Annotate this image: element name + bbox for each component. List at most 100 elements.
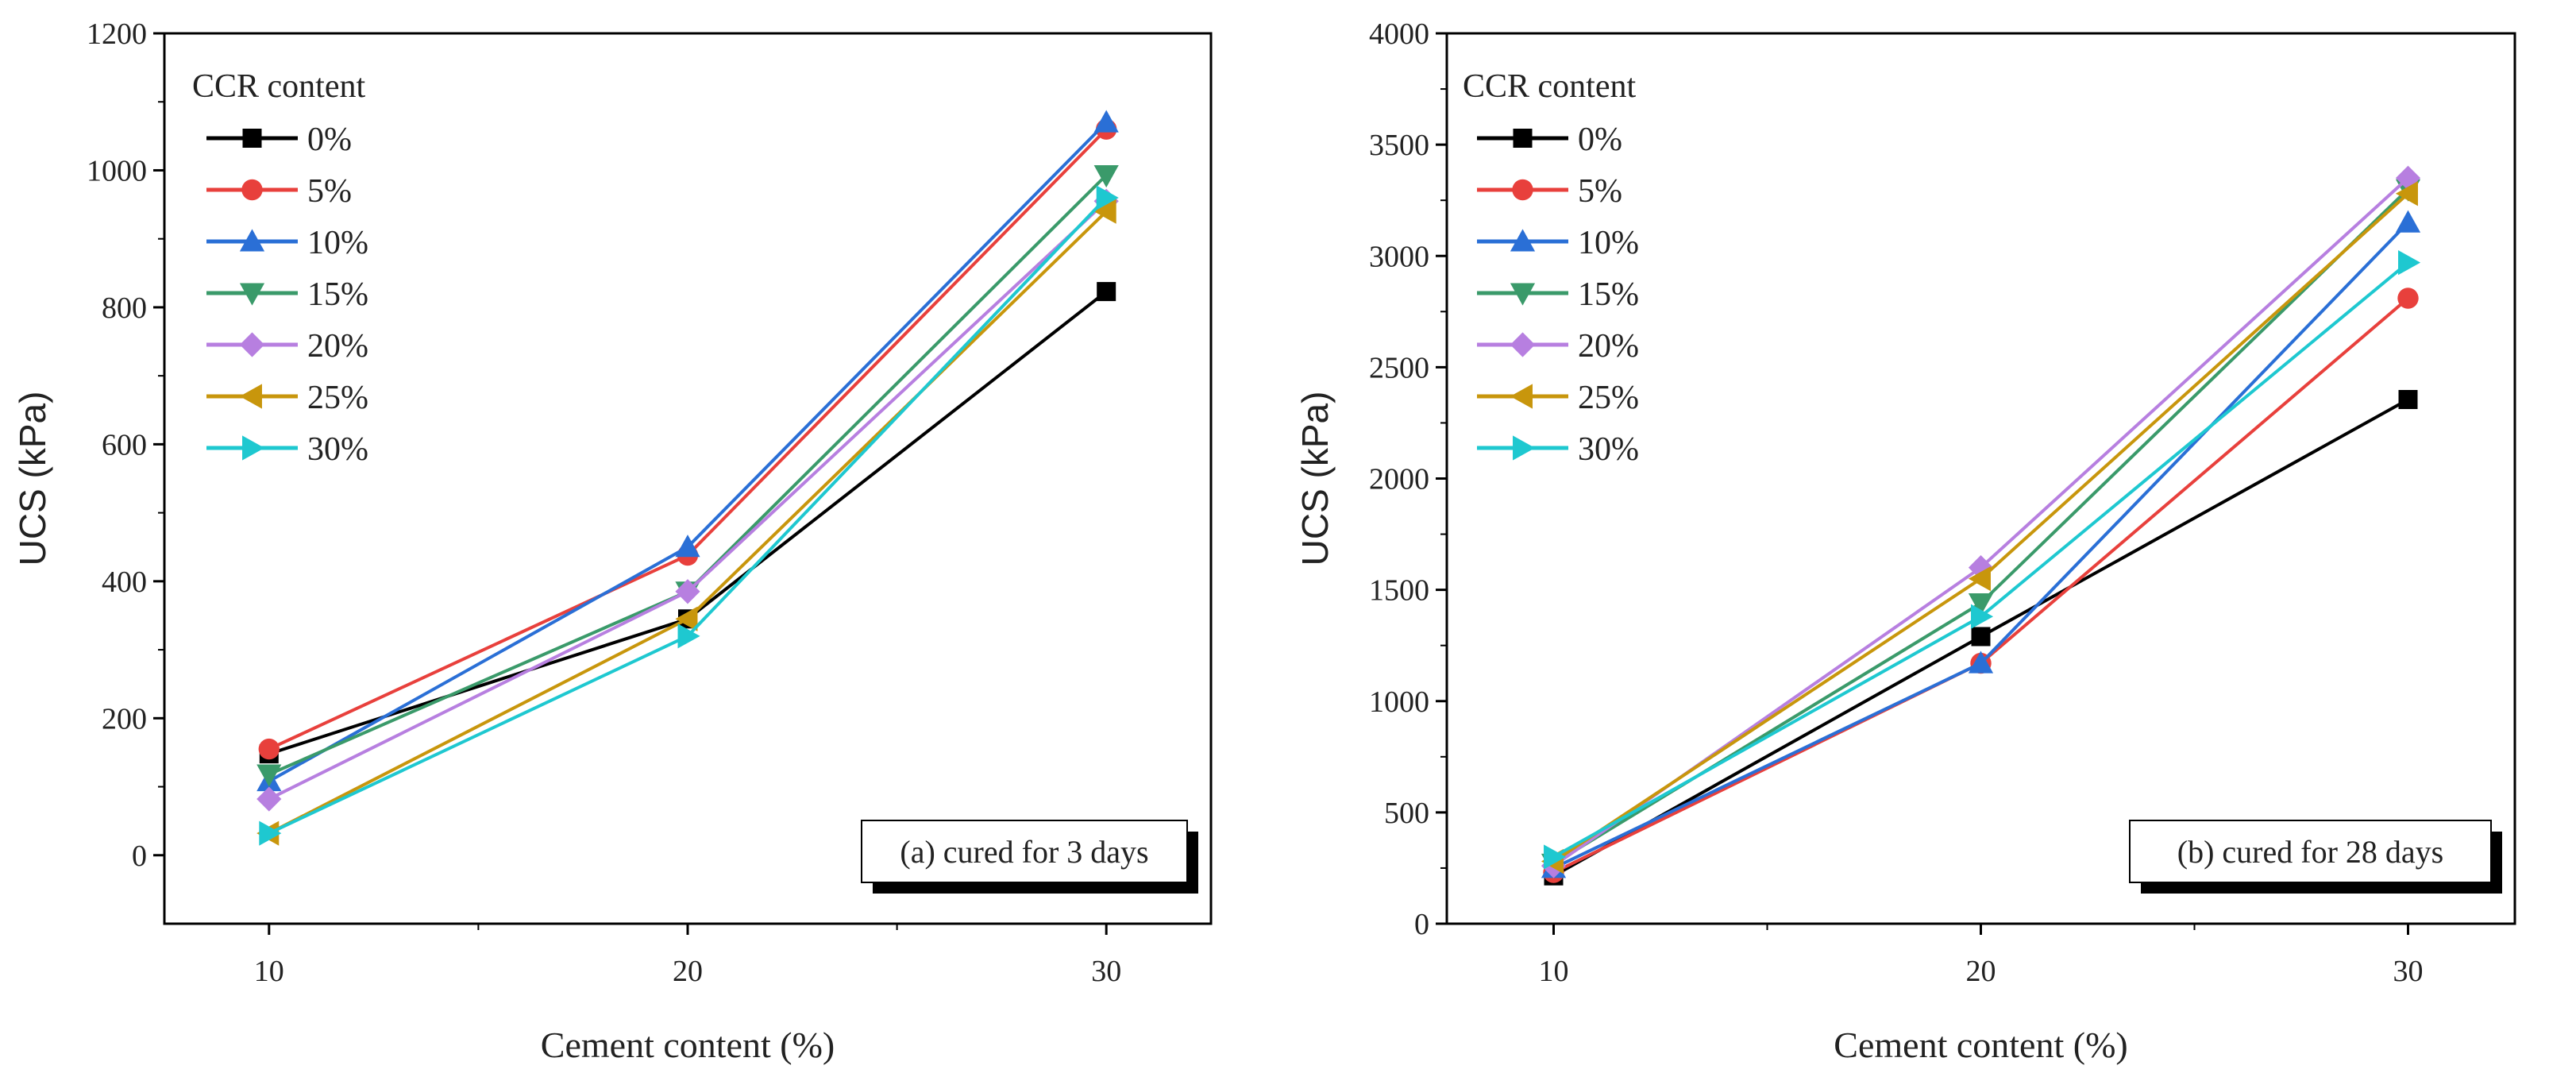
legend-label: 25% bbox=[1578, 380, 1639, 416]
series-20pct bbox=[1541, 165, 2421, 878]
legend: CCR content 0% 5% 10% 15% 20% 25% 30% bbox=[1463, 68, 1639, 468]
series-15pct bbox=[1541, 179, 2421, 876]
annotation-label: (b) cured for 28 days bbox=[2177, 834, 2443, 870]
chart-panel-b: 0 500 1000 1500 2000 2500 3000 3500 4000 10 20 30 Ce… bbox=[1294, 17, 2516, 1065]
data-point bbox=[1968, 650, 1994, 674]
legend-marker bbox=[1510, 229, 1536, 252]
data-point bbox=[2395, 210, 2421, 233]
annotation-box bbox=[861, 820, 1188, 883]
legend-marker bbox=[1510, 283, 1536, 306]
legend-label: 0% bbox=[307, 122, 352, 158]
data-point bbox=[259, 820, 282, 846]
legend-marker bbox=[242, 129, 262, 148]
y-tick-label: 3500 bbox=[1369, 129, 1429, 162]
data-point bbox=[256, 786, 282, 812]
legend-marker bbox=[1510, 332, 1536, 357]
series-line bbox=[268, 128, 1108, 751]
y-tick-label: 0 bbox=[132, 840, 147, 873]
series-line bbox=[1552, 221, 2409, 870]
data-point bbox=[675, 535, 700, 558]
legend-label: 15% bbox=[307, 276, 368, 313]
y-tick-label: 1000 bbox=[1369, 685, 1429, 719]
series-line bbox=[268, 290, 1108, 756]
chart-panel-a: 0 200 400 600 800 1000 1200 10 20 30 Cement conten… bbox=[12, 17, 1213, 1065]
data-point bbox=[2398, 390, 2418, 410]
y-tick-label: 2500 bbox=[1369, 351, 1429, 384]
annotation-label: (a) cured for 3 days bbox=[900, 834, 1148, 870]
series-30pct bbox=[1544, 250, 2421, 870]
series-10pct bbox=[256, 110, 1119, 792]
x-tick-label: 10 bbox=[1539, 955, 1569, 988]
y-tick-label: 1200 bbox=[87, 17, 147, 51]
y-tick-label: 400 bbox=[102, 566, 147, 599]
y-axis-title: UCS (kPa) bbox=[12, 392, 53, 566]
series-line bbox=[268, 121, 1108, 783]
legend-marker bbox=[1510, 384, 1533, 409]
y-tick-label: 200 bbox=[102, 702, 147, 735]
data-point bbox=[1968, 555, 1994, 581]
series-10pct bbox=[1541, 210, 2421, 878]
legend-marker bbox=[239, 384, 262, 409]
x-axis-title: Cement content (%) bbox=[1834, 1025, 2127, 1065]
x-tick-label: 30 bbox=[2393, 955, 2424, 988]
legend-title: CCR content bbox=[192, 68, 365, 105]
legend-marker bbox=[1513, 129, 1533, 148]
legend-marker bbox=[239, 332, 265, 357]
data-point bbox=[258, 738, 280, 760]
data-point bbox=[1096, 185, 1119, 210]
legend-marker bbox=[1513, 435, 1536, 461]
legend-label: 30% bbox=[1578, 431, 1639, 468]
data-point bbox=[1544, 844, 1567, 870]
legend-label: 10% bbox=[1578, 225, 1639, 261]
series-25pct bbox=[256, 199, 1116, 846]
series-5pct bbox=[258, 118, 1117, 760]
plot-frame bbox=[163, 32, 1213, 925]
y-tick-label: 500 bbox=[1384, 797, 1429, 830]
y-tick-label: 1500 bbox=[1369, 574, 1429, 608]
legend-label: 0% bbox=[1578, 122, 1622, 158]
legend-label: 20% bbox=[1578, 328, 1639, 365]
legend-marker bbox=[1512, 179, 1533, 201]
legend-marker bbox=[242, 435, 265, 461]
data-point bbox=[1968, 566, 1991, 592]
x-tick-label: 10 bbox=[254, 955, 284, 988]
plot-frame bbox=[1445, 32, 2516, 925]
data-point bbox=[675, 606, 698, 631]
series-line bbox=[268, 210, 1108, 835]
series-line bbox=[1552, 187, 2409, 866]
legend: CCR content 0% 5% 10% 15% 20% 25% 30% bbox=[192, 68, 368, 468]
x-tick-label: 20 bbox=[1966, 955, 1996, 988]
data-point bbox=[1093, 199, 1116, 224]
data-point bbox=[1971, 627, 1991, 647]
legend-label: 20% bbox=[307, 328, 368, 365]
series-0pct bbox=[259, 282, 1116, 764]
data-point bbox=[1093, 110, 1119, 133]
y-tick-label: 600 bbox=[102, 428, 147, 461]
legend-label: 30% bbox=[307, 431, 368, 468]
y-tick-label: 800 bbox=[102, 291, 147, 325]
legend-title: CCR content bbox=[1463, 68, 1636, 105]
series-20pct bbox=[256, 188, 1119, 812]
legend-marker bbox=[239, 229, 265, 252]
y-tick-label: 2000 bbox=[1369, 463, 1429, 496]
data-point bbox=[1093, 165, 1119, 188]
legend-marker bbox=[241, 179, 263, 201]
y-tick-label: 1000 bbox=[87, 154, 147, 187]
data-point bbox=[2397, 288, 2419, 309]
data-point bbox=[2395, 181, 2418, 207]
series-line bbox=[1552, 176, 2409, 867]
data-point bbox=[1971, 604, 1994, 629]
legend-label: 25% bbox=[307, 380, 368, 416]
x-tick-label: 20 bbox=[673, 955, 703, 988]
legend-marker bbox=[239, 283, 265, 306]
data-point bbox=[1968, 593, 1994, 616]
annotation-box bbox=[2129, 820, 2492, 883]
x-axis-title: Cement content (%) bbox=[541, 1025, 835, 1065]
x-tick-label: 30 bbox=[1091, 955, 1121, 988]
legend-label: 5% bbox=[307, 173, 352, 210]
y-axis-title: UCS (kPa) bbox=[1294, 392, 1336, 566]
y-tick-label: 0 bbox=[1414, 908, 1429, 941]
series-line bbox=[268, 174, 1108, 776]
data-point bbox=[256, 764, 282, 787]
